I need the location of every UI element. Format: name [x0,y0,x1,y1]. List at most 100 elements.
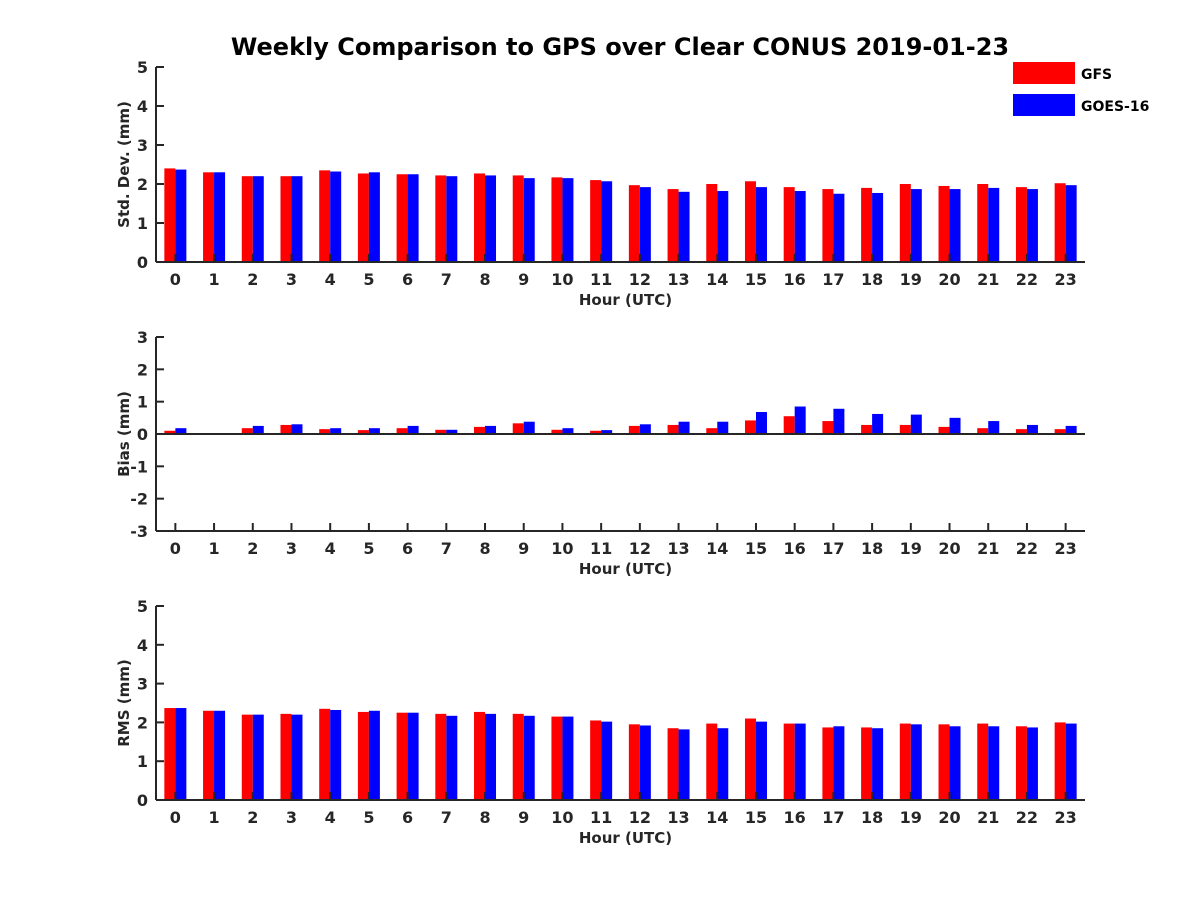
bar-gfs-hour-15 [744,181,756,262]
y-tick-label: 4 [137,97,148,116]
bar-goes16-hour-8 [485,425,497,434]
bar-goes16-hour-4 [330,171,342,262]
bar-gfs-hour-4 [319,429,331,434]
bar-gfs-hour-10 [551,716,563,800]
bar-goes16-hour-9 [523,715,535,800]
bar-goes16-hour-5 [368,428,380,434]
legend-label-gfs: GFS [1081,67,1112,83]
x-tick-label: 22 [1016,270,1038,289]
x-tick-label: 3 [286,270,297,289]
bar-gfs-hour-13 [667,189,679,262]
x-tick-label: 17 [822,539,844,558]
bar-goes16-hour-4 [330,428,342,434]
bar-gfs-hour-22 [1015,429,1027,434]
bar-goes16-hour-10 [562,428,574,434]
bar-goes16-hour-15 [755,721,767,800]
bar-gfs-hour-17 [822,727,834,800]
bar-gfs-hour-18 [861,424,873,434]
bar-gfs-hour-23 [1054,429,1066,434]
bar-goes16-hour-17 [833,726,845,800]
x-tick-label: 16 [784,539,806,558]
bar-goes16-hour-3 [291,424,303,434]
bar-gfs-hour-15 [744,420,756,434]
x-tick-label: 11 [590,808,612,827]
x-tick-label: 7 [441,270,452,289]
bar-gfs-hour-20 [938,426,950,434]
x-tick-label: 13 [667,808,689,827]
x-tick-label: 1 [208,539,219,558]
bar-goes16-hour-2 [252,425,264,434]
bar-goes16-hour-13 [678,421,690,434]
bar-goes16-hour-7 [446,715,458,800]
x-tick-label: 9 [518,539,529,558]
bar-gfs-hour-0 [164,430,176,434]
x-tick-label: 16 [784,808,806,827]
bar-goes16-hour-22 [1026,727,1038,800]
bar-goes16-hour-3 [291,176,303,262]
x-tick-label: 12 [629,808,651,827]
x-tick-label: 21 [977,270,999,289]
x-tick-label: 2 [247,270,258,289]
x-tick-label: 20 [938,539,960,558]
x-tick-label: 12 [629,539,651,558]
bar-goes16-hour-8 [485,175,497,262]
x-tick-label: 22 [1016,808,1038,827]
x-tick-label: 19 [900,270,922,289]
bar-gfs-hour-11 [590,720,602,800]
x-tick-label: 2 [247,808,258,827]
y-tick-label: 5 [137,58,148,77]
bar-goes16-hour-20 [949,189,961,262]
bar-gfs-hour-6 [396,428,408,434]
bar-gfs-hour-16 [783,416,795,434]
x-tick-label: 8 [479,808,490,827]
x-tick-label: 19 [900,539,922,558]
x-tick-label: 3 [286,808,297,827]
bar-goes16-hour-18 [872,728,884,800]
legend-swatch-goes16 [1013,94,1075,116]
bar-goes16-hour-12 [639,424,651,434]
x-tick-label: 23 [1055,270,1077,289]
x-tick-label: 4 [325,270,336,289]
x-tick-label: 14 [706,270,728,289]
bar-goes16-hour-20 [949,726,961,800]
y-axis-label: Std. Dev. (mm) [115,101,133,228]
bar-gfs-hour-9 [512,175,524,262]
bar-gfs-hour-2 [241,176,253,262]
x-tick-label: 13 [667,539,689,558]
x-tick-label: 7 [441,539,452,558]
x-tick-label: 15 [745,270,767,289]
x-tick-label: 18 [861,539,883,558]
chart-title: Weekly Comparison to GPS over Clear CONU… [231,33,1009,61]
bar-gfs-hour-5 [357,430,369,434]
x-tick-label: 0 [170,270,181,289]
bar-gfs-hour-1 [203,710,215,800]
x-tick-label: 19 [900,808,922,827]
bar-gfs-hour-0 [164,708,176,800]
x-tick-label: 16 [784,270,806,289]
x-axis-label: Hour (UTC) [579,291,672,309]
bar-goes16-hour-17 [833,408,845,434]
bar-goes16-hour-19 [910,414,922,434]
bar-goes16-hour-16 [794,406,806,434]
x-tick-label: 0 [170,539,181,558]
x-tick-label: 6 [402,539,413,558]
y-tick-label: 2 [137,360,148,379]
bar-gfs-hour-18 [861,727,873,800]
y-tick-label: 1 [137,214,148,233]
bar-goes16-hour-0 [175,169,187,262]
y-tick-label: 0 [137,791,148,810]
y-tick-label: 0 [137,425,148,444]
bar-goes16-hour-23 [1065,425,1077,434]
y-tick-label: -2 [130,490,148,509]
bar-gfs-hour-3 [280,176,292,262]
y-tick-label: 2 [137,175,148,194]
bar-goes16-hour-0 [175,708,187,800]
x-tick-label: 12 [629,270,651,289]
bar-goes16-hour-11 [601,721,613,800]
bar-gfs-hour-19 [899,723,911,800]
y-tick-label: 1 [137,393,148,412]
x-tick-label: 6 [402,270,413,289]
